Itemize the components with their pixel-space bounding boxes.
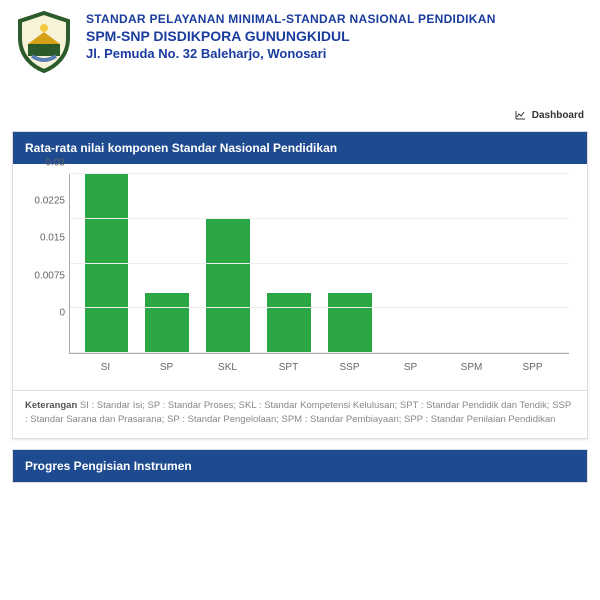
logo — [12, 10, 76, 74]
chart-icon — [515, 110, 532, 121]
chart-body: 00.00750.0150.02250.03 SISPSKLSPTSSPSPSP… — [13, 164, 587, 390]
x-tick-label: SP — [136, 356, 197, 384]
legend-heading: Keterangan — [25, 400, 77, 411]
x-tick-label: SKL — [197, 356, 258, 384]
y-tick-label: 0.015 — [40, 233, 65, 244]
chart-panel: Rata-rata nilai komponen Standar Nasiona… — [12, 131, 588, 439]
y-tick-label: 0 — [59, 308, 65, 319]
bar-ssp — [328, 293, 372, 353]
header-text: STANDAR PELAYANAN MINIMAL-STANDAR NASION… — [86, 10, 496, 61]
chart-legend: Keterangan SI : Standar Isi; SP : Standa… — [13, 390, 587, 438]
x-tick-label: SSP — [319, 356, 380, 384]
x-tick-label: SPT — [258, 356, 319, 384]
progress-panel-title: Progres Pengisian Instrumen — [13, 450, 587, 482]
header-address: Jl. Pemuda No. 32 Baleharjo, Wonosari — [86, 46, 496, 61]
y-tick-label: 0.0225 — [34, 195, 65, 206]
breadcrumb-row: Dashboard — [0, 82, 600, 127]
bar-sp — [145, 293, 189, 353]
y-tick-label: 0.0075 — [34, 270, 65, 281]
y-tick-label: 0.03 — [46, 158, 65, 169]
progress-panel: Progres Pengisian Instrumen — [12, 449, 588, 483]
header-title-2: SPM-SNP DISDIKPORA GUNUNGKIDUL — [86, 28, 496, 44]
page-header: STANDAR PELAYANAN MINIMAL-STANDAR NASION… — [0, 0, 600, 82]
x-tick-label: SPM — [441, 356, 502, 384]
legend-text: SI : Standar Isi; SP : Standar Proses; S… — [25, 400, 571, 425]
bar-chart: 00.00750.0150.02250.03 SISPSKLSPTSSPSPSP… — [25, 174, 575, 384]
bar-spt — [267, 293, 311, 353]
header-title-1: STANDAR PELAYANAN MINIMAL-STANDAR NASION… — [86, 12, 496, 26]
dashboard-link[interactable]: Dashboard — [532, 110, 584, 121]
x-tick-label: SPP — [502, 356, 563, 384]
x-tick-label: SI — [75, 356, 136, 384]
bar-si — [85, 174, 129, 353]
chart-title: Rata-rata nilai komponen Standar Nasiona… — [13, 132, 587, 164]
bar-skl — [206, 219, 250, 353]
x-tick-label: SP — [380, 356, 441, 384]
